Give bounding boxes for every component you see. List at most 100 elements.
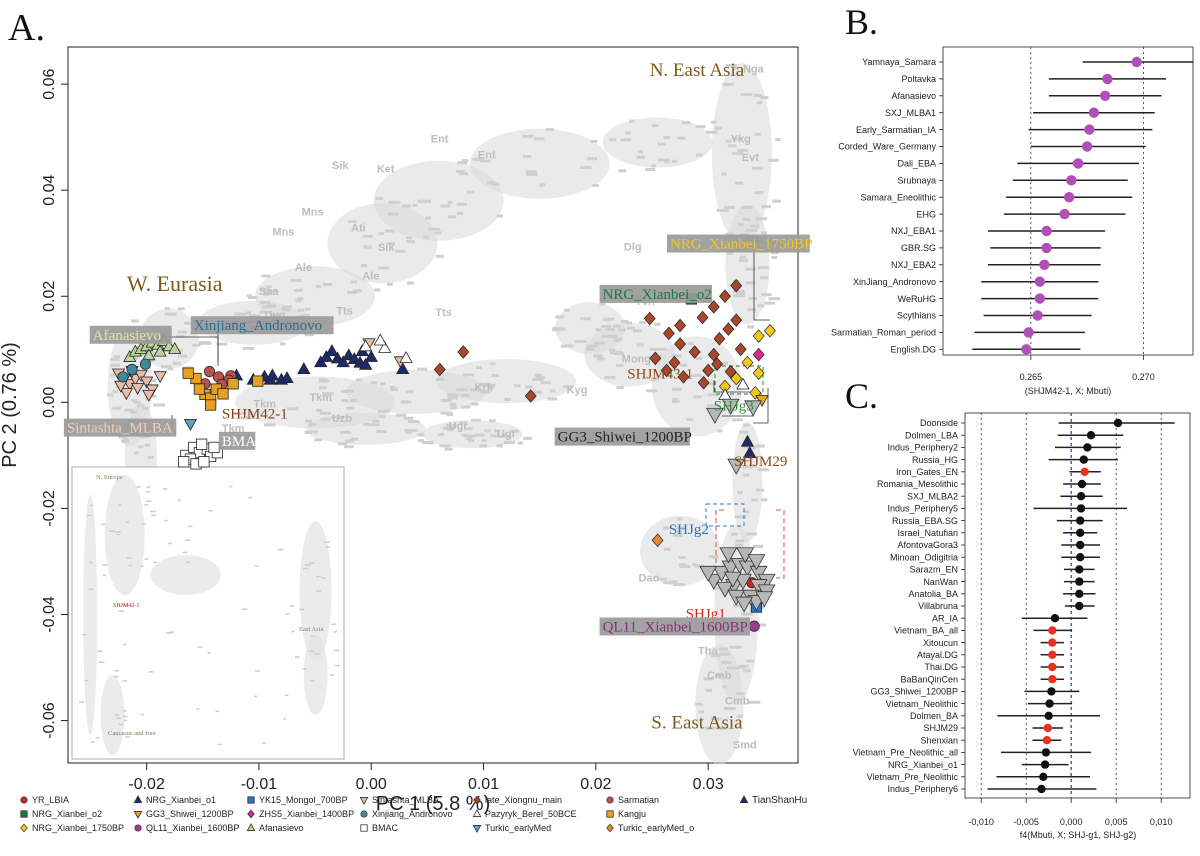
inset-dot	[165, 632, 172, 634]
cloud-dot	[412, 203, 418, 207]
cloud-dot	[491, 373, 500, 377]
inset-dot	[334, 664, 341, 667]
cloud-dot	[601, 324, 611, 328]
cloud-dot	[389, 385, 395, 389]
cloud-dot	[280, 342, 286, 346]
cloud-dot	[459, 421, 468, 425]
cloud-dot	[592, 184, 599, 188]
point-gg3-shiwei-1200bp	[1047, 687, 1056, 696]
cloud-dot	[489, 419, 496, 423]
inset-dot	[241, 608, 248, 610]
point-nrg-xianbei-o1	[336, 355, 350, 368]
cloud-dot	[315, 285, 321, 289]
cloud-dot	[459, 172, 468, 176]
point-sxj-mlba1	[1088, 107, 1100, 118]
cloud-dot	[176, 334, 185, 338]
cloud-dot	[618, 328, 626, 332]
cloud-dot	[585, 344, 598, 348]
point-sxj-mlba2	[1076, 492, 1086, 501]
cloud-dot	[613, 352, 625, 356]
x-tick-label: 0.265	[1020, 372, 1043, 382]
cloud-dot	[320, 417, 331, 421]
cloud-blob	[469, 128, 610, 199]
point-late-xiongnu-main	[649, 351, 662, 366]
point-late-xiongnu-main	[724, 364, 737, 379]
annotation-box	[599, 617, 750, 636]
cloud-dot	[144, 443, 151, 447]
cloud-dot	[732, 137, 743, 141]
cloud-dot	[732, 604, 743, 608]
point-russia-hg	[1079, 455, 1089, 464]
cloud-dot	[132, 356, 139, 360]
cloud-dot	[259, 310, 271, 314]
cloud-dot	[322, 283, 332, 287]
cloud-dot	[747, 325, 755, 329]
x-tick-label: 0,010	[1150, 817, 1173, 827]
population-code-label: Dlg	[624, 242, 642, 254]
cloud-blob	[602, 117, 713, 168]
cloud-dot	[673, 583, 685, 587]
cloud-dot	[107, 393, 114, 397]
inset-blob	[303, 635, 328, 715]
cloud-dot	[378, 409, 390, 413]
cloud-dot	[305, 419, 312, 423]
row-label-weruhg: WeRuHG	[898, 294, 936, 304]
inset-dot	[145, 491, 151, 493]
population-code-label: Saa	[259, 286, 279, 298]
inset-dot	[118, 723, 124, 726]
row-label-babanqincen: BaBanQinCen	[900, 674, 958, 684]
cloud-dot	[545, 128, 555, 132]
legend-marker-turkic-earlymed	[472, 825, 482, 833]
legend-marker-gg3-shiwei-1200bp	[133, 811, 143, 819]
cloud-dot	[710, 120, 717, 124]
row-label-thai-dg: Thai.DG	[924, 662, 958, 672]
point-corded-ware-germany	[1081, 141, 1093, 152]
cloud-dot	[464, 427, 473, 431]
cloud-dot	[510, 429, 520, 433]
cloud-dot	[636, 155, 645, 159]
point-sintashta-mlba	[134, 370, 148, 383]
population-code-label: Tkm	[253, 399, 276, 411]
point-kangju	[193, 383, 205, 395]
cloud-dot	[456, 202, 467, 206]
cloud-dot	[587, 157, 598, 161]
cloud-dot	[751, 166, 764, 170]
cloud-dot	[754, 94, 763, 98]
inset-dot	[95, 737, 100, 739]
point-ehg	[1059, 208, 1070, 220]
inset-dot	[277, 548, 284, 551]
cloud-dot	[427, 441, 434, 445]
cloud-dot	[535, 376, 546, 380]
inset-dot	[149, 510, 156, 513]
cloud-dot	[740, 93, 752, 97]
cloud-dot	[620, 138, 632, 142]
panel-label-b: B.	[845, 2, 878, 42]
inset-dot	[316, 575, 322, 578]
point-nrg-xianbei-o1	[297, 362, 311, 375]
point-sintashta-mlba	[130, 382, 145, 395]
inset-dot	[82, 633, 87, 636]
cloud-dot	[447, 215, 457, 219]
cloud-dot	[177, 330, 187, 334]
cloud-dot	[263, 292, 271, 296]
inset-dot	[182, 551, 188, 554]
annotation-shjg3: SHJg3	[714, 398, 754, 414]
cloud-dot	[164, 312, 177, 316]
cloud-dot	[137, 404, 145, 408]
annotation-shjm29: SHJM29	[734, 454, 787, 470]
cloud-dot	[522, 134, 534, 138]
cloud-dot	[496, 444, 503, 448]
cloud-dot	[461, 393, 469, 397]
cloud-dot	[764, 301, 776, 305]
pca-x-axis-label: PC 1 (5.8 %)	[376, 793, 490, 815]
cloud-dot	[184, 321, 192, 325]
cloud-dot	[748, 464, 758, 468]
annotation-shjm42-1: SHJM42-1	[222, 406, 288, 422]
point-late-xiongnu-main	[730, 278, 743, 293]
cloud-dot	[417, 439, 425, 443]
cloud-dot	[435, 378, 445, 382]
point-indus-periphery2	[1083, 443, 1092, 452]
inset-dot	[164, 519, 168, 522]
cloud-dot	[286, 407, 299, 411]
inset-dot	[122, 643, 127, 646]
